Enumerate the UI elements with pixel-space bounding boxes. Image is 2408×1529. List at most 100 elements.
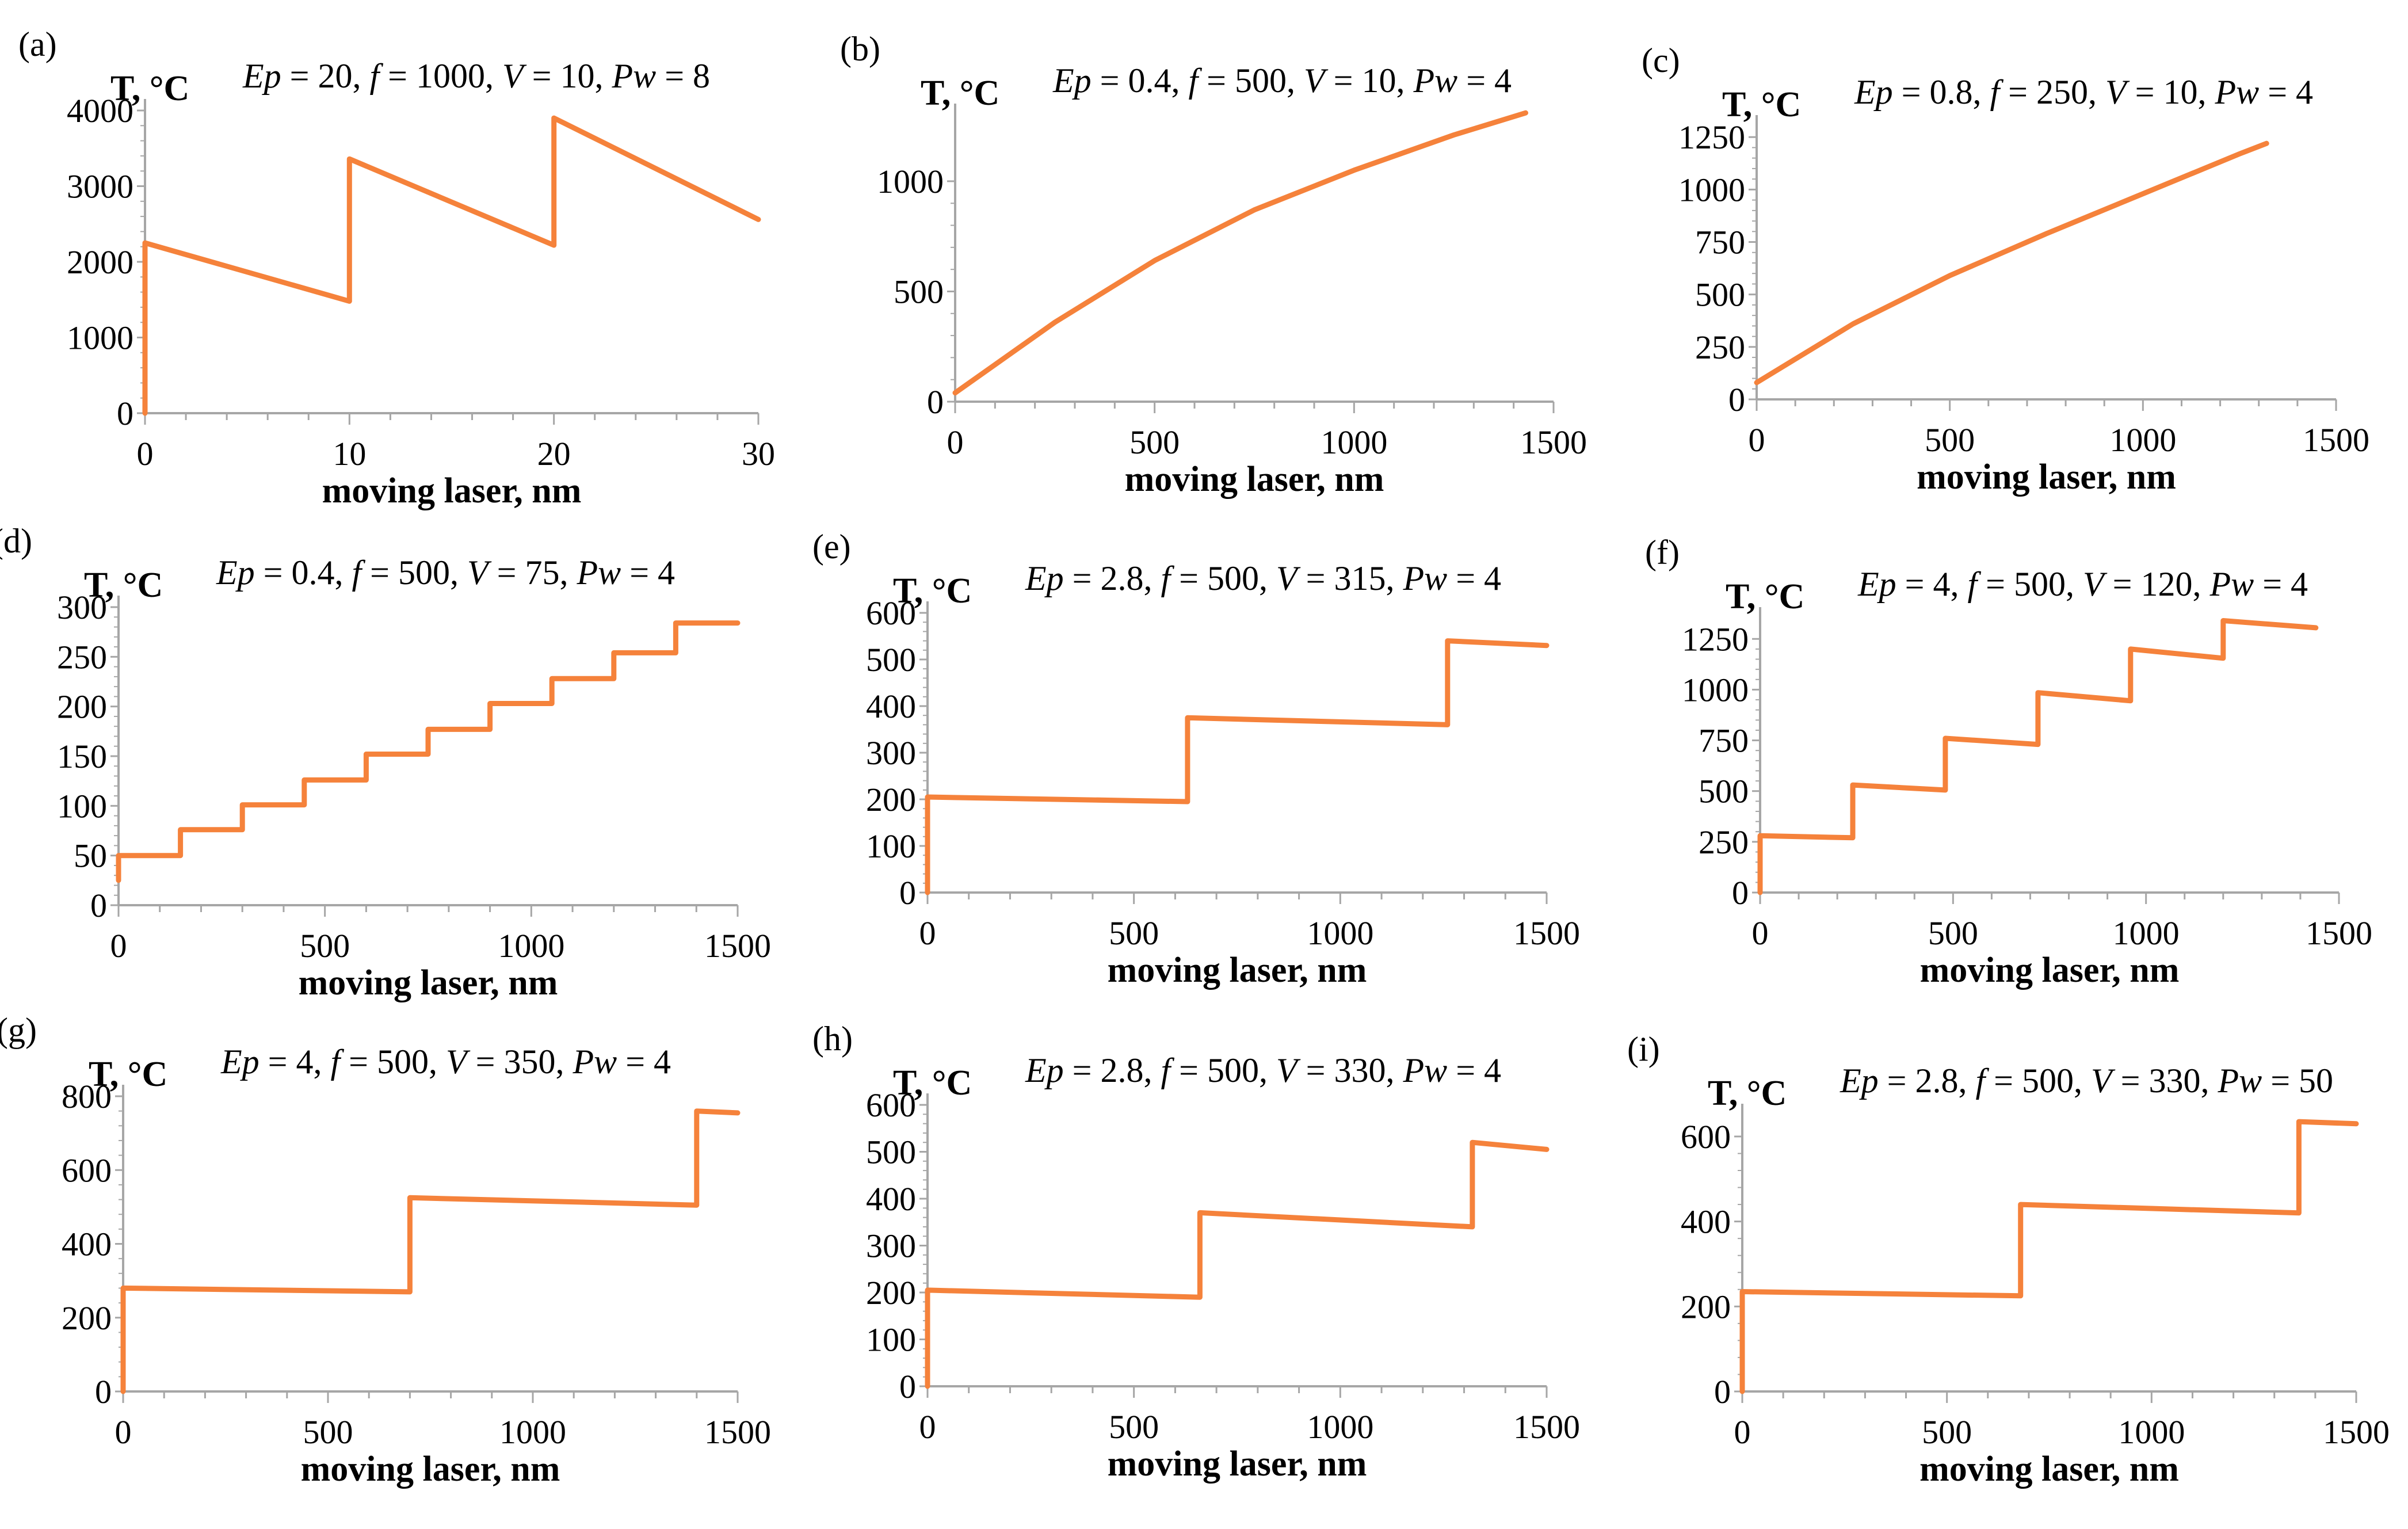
y-tick-label: 0 (899, 874, 916, 912)
y-tick-label: 0 (95, 1373, 112, 1410)
param-separator: = (1170, 559, 1207, 597)
y-tick-label: 750 (1699, 722, 1749, 760)
param-separator: , (485, 57, 502, 95)
param-value: 500 (1235, 62, 1287, 100)
x-tick-label: 1500 (1520, 424, 1587, 461)
panel-label: (a) (18, 25, 57, 63)
y-axis-title: T, °C (1726, 577, 1804, 616)
param-symbol: Ep (1025, 1051, 1064, 1089)
param-symbol: Ep (1025, 559, 1064, 597)
param-separator: = (361, 554, 398, 592)
param-separator: = (260, 1043, 296, 1081)
param-separator: , (2193, 565, 2210, 603)
parameter-annotation: Ep = 2.8, f = 500, V = 330, Pw = 50 (1840, 1062, 2333, 1100)
x-axis-title: moving laser, nm (299, 963, 558, 1002)
param-separator: , (1259, 1051, 1276, 1089)
y-tick-label: 0 (899, 1368, 916, 1405)
chart-panel-c: 0 500 1000 1500 0 250 500 750 1000 1250 (c) T, °C Ep… (1642, 41, 2369, 497)
y-tick-label: 400 (1681, 1203, 1731, 1241)
y-tick-label: 1000 (1678, 171, 1745, 208)
param-separator: , (1386, 559, 1403, 597)
param-separator: , (1259, 559, 1276, 597)
y-tick-label: 0 (1728, 381, 1745, 418)
param-symbol: Pw (2209, 565, 2254, 603)
param-separator: = (1092, 62, 1128, 100)
param-symbol: Pw (2215, 73, 2260, 111)
x-tick-label: 500 (1109, 914, 1159, 952)
param-value: 20 (318, 57, 353, 95)
param-separator: , (314, 1043, 331, 1081)
y-tick-label: 4000 (67, 92, 133, 129)
x-axis-title: moving laser, nm (1125, 460, 1384, 499)
y-tick-label: 0 (117, 395, 133, 432)
chart-panel-e: 0 500 1000 1500 0 100 200 300 400 500 600 (e) T, °C E… (812, 528, 1580, 990)
y-tick-label: 600 (62, 1151, 112, 1189)
y-axis-title: T, °C (89, 1055, 167, 1094)
param-symbol: Ep (216, 554, 255, 592)
param-separator: = (2259, 73, 2296, 111)
y-tick-label: 100 (866, 828, 916, 865)
param-separator: = (1879, 1062, 1915, 1100)
param-separator: , (2074, 1062, 2091, 1100)
param-separator: = (281, 57, 318, 95)
param-value: 500 (2014, 565, 2066, 603)
param-value: 500 (1207, 1051, 1259, 1089)
param-separator: = (1064, 559, 1101, 597)
x-tick-label: 10 (333, 435, 366, 472)
parameter-annotation: Ep = 20, f = 1000, V = 10, Pw = 8 (242, 57, 710, 95)
x-tick-label: 1000 (1321, 424, 1387, 461)
y-tick-label: 2000 (67, 243, 133, 281)
series-line-temperature (116, 620, 741, 883)
param-symbol: V (2091, 1062, 2116, 1100)
x-tick-label: 1000 (1307, 1408, 1373, 1446)
y-tick-label: 1250 (1678, 119, 1745, 156)
param-separator: , (1386, 1051, 1403, 1089)
y-tick-label: 500 (866, 1134, 916, 1171)
param-separator: = (2127, 73, 2163, 111)
param-value: 2.8 (1101, 559, 1144, 597)
y-tick-label: 100 (866, 1321, 916, 1359)
param-value: 10 (2163, 73, 2198, 111)
y-tick-label: 500 (1699, 773, 1749, 810)
param-value: 75 (525, 554, 560, 592)
x-axis-title: moving laser, nm (1920, 951, 2180, 990)
y-axis-title: T, °C (893, 1063, 972, 1103)
param-value: 4 (1484, 1051, 1501, 1089)
x-tick-label: 1500 (1513, 1408, 1580, 1446)
y-tick-label: 300 (866, 734, 916, 772)
param-value: 500 (1207, 559, 1259, 597)
parameter-annotation: Ep = 4, f = 500, V = 120, Pw = 4 (1857, 565, 2308, 603)
y-tick-label: 50 (74, 837, 107, 875)
param-symbol: Ep (1840, 1062, 1879, 1100)
panel-label: (h) (812, 1020, 853, 1058)
y-tick-label: 250 (57, 638, 107, 676)
series-line-temperature (120, 1108, 741, 1394)
x-tick-label: 500 (1109, 1408, 1159, 1446)
series-line-temperature (142, 115, 761, 416)
param-separator: , (595, 57, 612, 95)
x-tick-label: 0 (947, 424, 964, 461)
param-separator: , (556, 1043, 573, 1081)
param-symbol: Pw (573, 1043, 617, 1081)
param-separator: , (353, 57, 370, 95)
param-value: 330 (2149, 1062, 2201, 1100)
y-tick-label: 800 (62, 1078, 112, 1115)
param-value: 4 (1933, 565, 1951, 603)
param-separator: = (1325, 62, 1362, 100)
x-tick-label: 500 (1129, 424, 1180, 461)
param-value: 2.8 (1101, 1051, 1144, 1089)
param-symbol: Ep (1052, 62, 1092, 100)
param-separator: = (1298, 559, 1334, 597)
chart-panel-i: 0 500 1000 1500 0 200 400 600 (i) T, °C Ep = 2.8, … (1627, 1030, 2390, 1489)
param-symbol: V (467, 554, 492, 592)
parameter-annotation: Ep = 2.8, f = 500, V = 315, Pw = 4 (1025, 559, 1501, 597)
param-value: 10 (560, 57, 595, 95)
x-axis-title: moving laser, nm (322, 471, 582, 510)
param-symbol: V (2083, 565, 2108, 603)
x-tick-label: 500 (300, 927, 350, 964)
param-symbol: Ep (1857, 565, 1896, 603)
param-separator: , (1144, 1051, 1161, 1089)
x-tick-label: 1000 (2109, 421, 2176, 459)
param-symbol: V (1276, 1051, 1301, 1089)
param-symbol: V (502, 57, 527, 95)
